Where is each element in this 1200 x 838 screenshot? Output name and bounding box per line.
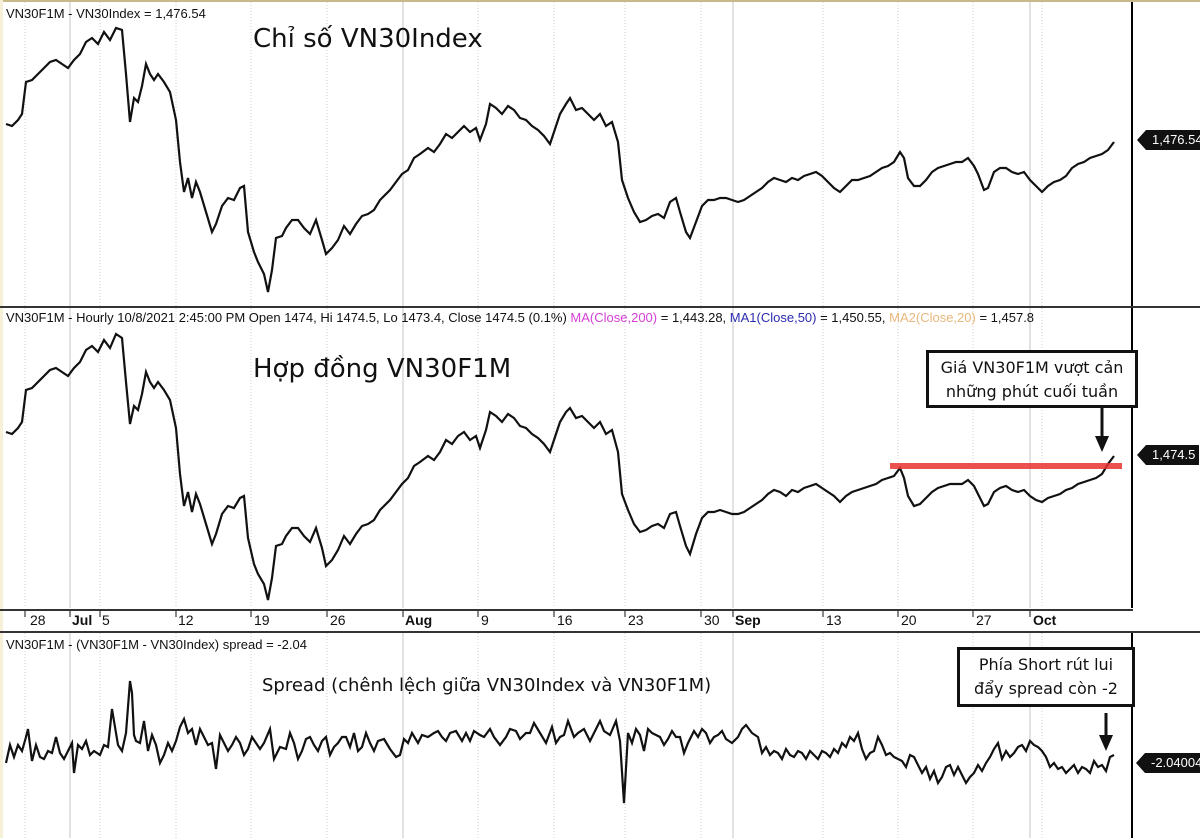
futures-chart-panel[interactable]: VN30F1M - Hourly 10/8/2021 2:45:00 PM Op…	[0, 308, 1138, 608]
window-top-border	[0, 0, 1200, 2]
futures-header: VN30F1M - Hourly 10/8/2021 2:45:00 PM Op…	[6, 310, 1035, 325]
ma2-label: MA2(Close,20)	[889, 310, 976, 325]
spread-annotation-box: Phía Short rút lui đẩy spread còn -2	[957, 647, 1135, 707]
x-tick-label: 26	[330, 612, 346, 628]
x-tick-label-month: Jul	[72, 612, 93, 628]
x-tick-label: 13	[826, 612, 842, 628]
x-tick-label: 9	[481, 612, 489, 628]
window-left-border	[0, 0, 3, 838]
x-tick-label: 28	[30, 612, 46, 628]
futures-last-price-tag: 1,474.5	[1136, 445, 1200, 465]
ma200-label: MA(Close,200)	[570, 310, 658, 325]
x-tick-label: 20	[901, 612, 917, 628]
index-header: VN30F1M - VN30Index = 1,476.54	[6, 6, 206, 21]
panel-divider	[0, 306, 1200, 308]
spread-line-plot	[4, 633, 1115, 838]
spread-chart-title: Spread (chênh lệch giữa VN30Index và VN3…	[262, 675, 712, 696]
ma1-value: = 1,450.55,	[816, 310, 890, 325]
ma1-label: MA1(Close,50)	[729, 310, 817, 325]
x-tick-label-month: Aug	[405, 612, 433, 628]
ma2-value: = 1,457.8	[975, 310, 1035, 325]
panel-divider	[0, 631, 1200, 633]
x-tick-label-month: Oct	[1033, 612, 1057, 628]
index-chart-panel[interactable]: VN30F1M - VN30Index = 1,476.54 Chỉ số VN…	[0, 2, 1133, 306]
x-tick-label: 12	[178, 612, 194, 628]
x-tick-label: 19	[254, 612, 270, 628]
spread-chart-panel[interactable]: VN30F1M - (VN30F1M - VN30Index) spread =…	[0, 633, 1135, 838]
x-tick-label: 5	[102, 612, 110, 628]
spread-last-value-tag: -2.04004	[1135, 753, 1200, 773]
index-last-price-tag: 1,476.54	[1137, 130, 1200, 150]
index-chart-title: Chỉ số VN30Index	[253, 24, 483, 54]
futures-price-plot	[5, 308, 1122, 608]
x-tick-label-month: Sep	[735, 612, 761, 628]
x-axis-top-line	[0, 609, 1133, 611]
index-price-plot	[5, 2, 1115, 306]
futures-annotation-box: Giá VN30F1M vượt cản những phút cuối tuầ…	[926, 350, 1138, 408]
x-tick-label: 30	[704, 612, 720, 628]
x-tick-label: 27	[976, 612, 992, 628]
x-tick-label: 23	[628, 612, 644, 628]
x-tick-label: 16	[557, 612, 573, 628]
spread-header: VN30F1M - (VN30F1M - VN30Index) spread =…	[6, 637, 307, 652]
ma200-value: = 1,443.28,	[657, 310, 730, 325]
x-axis	[0, 609, 1133, 633]
futures-chart-title: Hợp đồng VN30F1M	[253, 354, 512, 384]
x-axis-ticks	[24, 611, 1031, 617]
